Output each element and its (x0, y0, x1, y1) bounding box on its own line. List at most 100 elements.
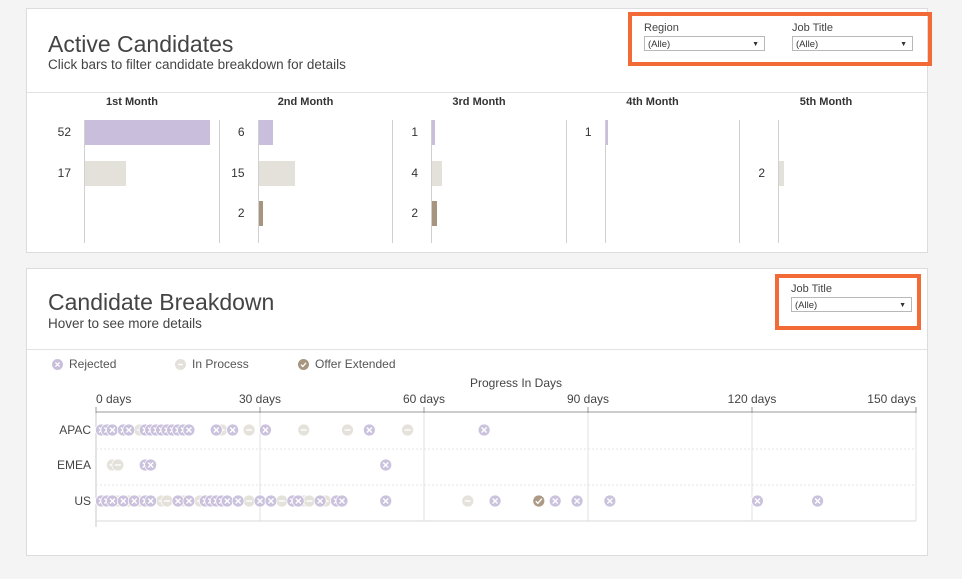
point-rejected[interactable] (379, 494, 393, 508)
bar-count-label: 4 (411, 166, 418, 180)
point-rejected[interactable] (116, 494, 130, 508)
point-offer-extended[interactable] (532, 494, 546, 508)
x-tick-label: 60 days (403, 392, 445, 406)
chevron-down-icon: ▼ (900, 41, 907, 48)
bar-count-label: 15 (231, 166, 245, 180)
point-rejected[interactable] (477, 423, 491, 437)
point-rejected[interactable] (570, 494, 584, 508)
point-rejected[interactable] (379, 458, 393, 472)
x-axis-title: Progress In Days (470, 376, 562, 390)
point-rejected[interactable] (811, 494, 824, 508)
job-title-select-value: (Alle) (796, 39, 819, 50)
job-title-highlight-box (775, 274, 921, 330)
month-axis-line (604, 120, 606, 243)
point-rejected[interactable] (182, 423, 196, 437)
region-label: US (74, 494, 91, 508)
x-tick-label: 150 days (867, 392, 916, 406)
month-axis-line (84, 120, 85, 243)
point-rejected[interactable] (259, 423, 272, 437)
region-filter: Region (Alle) ▼ (644, 22, 765, 51)
bar-in_process[interactable] (779, 161, 784, 186)
chevron-down-icon: ▼ (752, 41, 759, 48)
month-header: 1st Month (106, 96, 158, 108)
x-tick-label: 30 days (239, 392, 281, 406)
point-in-process[interactable] (111, 458, 125, 472)
point-rejected[interactable] (144, 458, 158, 472)
month-separator (392, 120, 393, 243)
bar-count-label: 1 (584, 125, 592, 139)
legend-rejected-label: Rejected (69, 357, 117, 371)
point-rejected[interactable] (171, 494, 185, 508)
point-rejected[interactable] (253, 494, 267, 508)
point-rejected[interactable] (226, 423, 240, 437)
point-in-process[interactable] (341, 423, 354, 437)
month-header: 5th Month (799, 96, 853, 108)
month-header: 4th Month (626, 96, 679, 108)
point-rejected[interactable] (122, 423, 136, 437)
job-title-select[interactable]: (Alle) ▼ (792, 36, 913, 51)
point-rejected[interactable] (313, 494, 327, 508)
bar-offer_extended[interactable] (258, 201, 264, 226)
bar-in_process[interactable] (85, 161, 126, 186)
point-rejected[interactable] (488, 494, 502, 508)
region-label: APAC (59, 423, 91, 437)
legend-rejected[interactable]: Rejected (52, 357, 116, 371)
point-rejected[interactable] (291, 494, 305, 508)
active-candidates-subtitle: Click bars to filter candidate breakdown… (48, 57, 346, 72)
point-rejected[interactable] (209, 423, 223, 437)
region-select[interactable]: (Alle) ▼ (644, 36, 765, 51)
point-rejected[interactable] (603, 494, 617, 508)
bar-rejected[interactable] (605, 120, 608, 145)
breakdown-job-title-value: (Alle) (795, 300, 818, 311)
point-rejected[interactable] (220, 494, 234, 508)
month-header: 2nd Month (277, 96, 334, 108)
point-rejected[interactable] (264, 494, 278, 508)
point-rejected[interactable] (335, 494, 349, 508)
bar-count-label: 1 (411, 125, 418, 139)
point-in-process[interactable] (461, 494, 475, 508)
point-in-process[interactable] (297, 423, 311, 437)
panel-divider (27, 92, 927, 93)
point-in-process[interactable] (275, 494, 289, 508)
x-tick-label: 90 days (567, 392, 609, 406)
point-in-process[interactable] (242, 423, 256, 437)
point-rejected[interactable] (751, 494, 764, 508)
bar-in_process[interactable] (432, 161, 442, 186)
point-rejected[interactable] (106, 494, 119, 508)
job-title-filter: Job Title (Alle) ▼ (792, 22, 913, 51)
point-rejected[interactable] (548, 494, 562, 508)
candidate-breakdown-subtitle: Hover to see more details (48, 316, 202, 331)
in-process-icon (175, 358, 186, 370)
point-in-process[interactable] (160, 494, 174, 508)
point-rejected[interactable] (182, 494, 196, 508)
point-in-process[interactable] (401, 423, 415, 437)
bar-rejected[interactable] (85, 120, 210, 145)
bar-rejected[interactable] (432, 120, 435, 145)
point-in-process[interactable] (302, 494, 316, 508)
x-tick-label: 120 days (728, 392, 777, 406)
point-rejected[interactable] (127, 494, 141, 508)
legend-offer-extended[interactable]: Offer Extended (298, 357, 396, 371)
point-in-process[interactable] (242, 494, 256, 508)
filters-highlight-box (628, 12, 932, 66)
breakdown-job-title-select[interactable]: (Alle) ▼ (791, 297, 912, 312)
legend-in-process[interactable]: In Process (175, 357, 249, 371)
point-rejected[interactable] (144, 494, 158, 508)
point-rejected[interactable] (362, 423, 376, 437)
region-filter-label: Region (644, 22, 679, 34)
bar-offer_extended[interactable] (432, 201, 437, 226)
point-rejected[interactable] (106, 423, 119, 437)
chevron-down-icon: ▼ (899, 302, 906, 309)
breakdown-job-title-label: Job Title (791, 283, 832, 295)
bar-count-label: 2 (758, 166, 765, 180)
point-rejected[interactable] (231, 494, 245, 508)
bar-in_process[interactable] (258, 161, 295, 186)
panel-divider (27, 349, 927, 350)
breakdown-job-title-filter: Job Title (Alle) ▼ (791, 283, 912, 312)
rejected-icon (52, 358, 63, 370)
legend-in-process-label: In Process (192, 357, 249, 371)
month-separator (565, 120, 567, 243)
bar-rejected[interactable] (258, 120, 273, 145)
bar-count-label: 2 (411, 206, 418, 220)
